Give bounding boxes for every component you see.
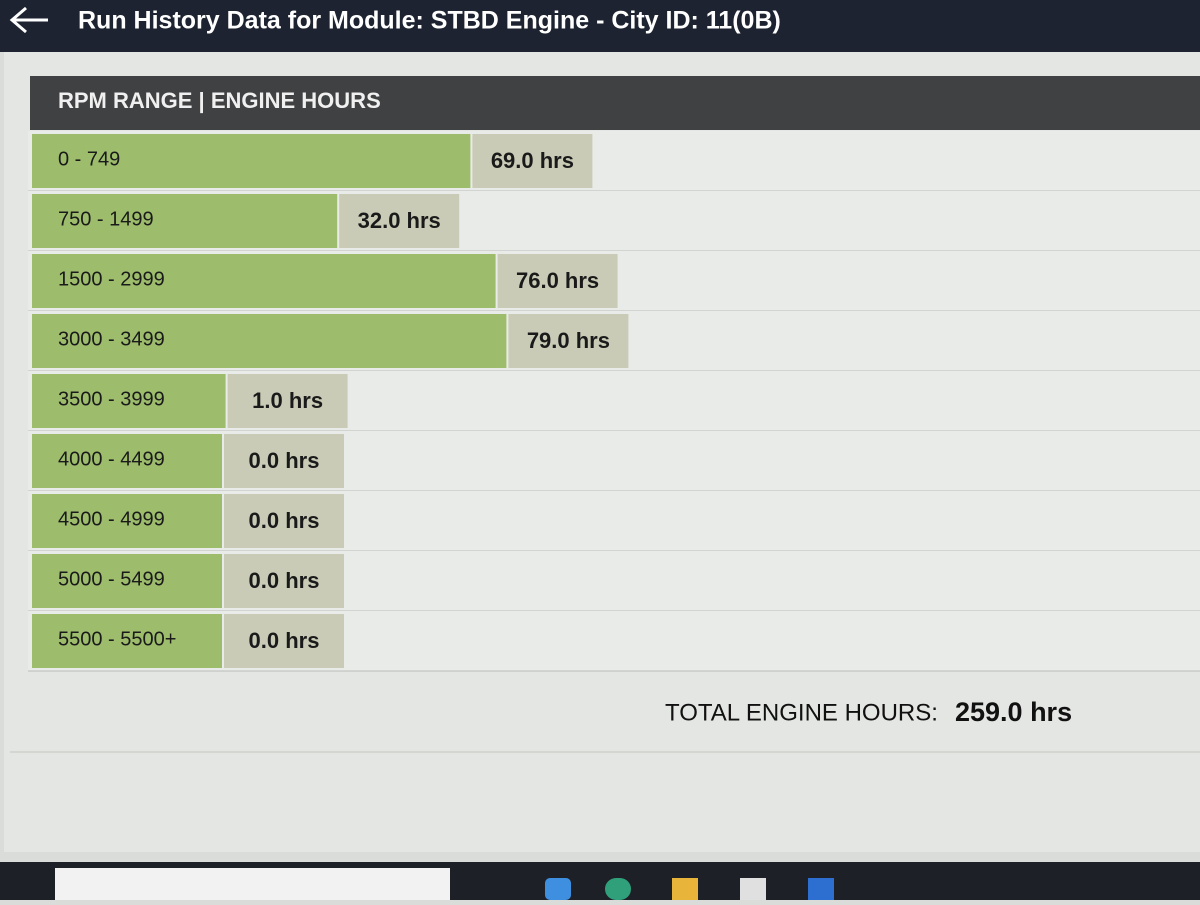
value-label: 1.0 hrs (252, 388, 323, 413)
table-header (30, 76, 1200, 130)
rpm-range: 5000 - 5499 (58, 568, 165, 590)
value-box (224, 434, 344, 488)
row (28, 551, 1200, 611)
bar (32, 434, 222, 488)
back-button[interactable] (9, 6, 48, 34)
search-box[interactable] (55, 868, 450, 900)
bar (32, 194, 338, 248)
value-box (227, 374, 348, 428)
taskbar-icon[interactable] (605, 878, 631, 900)
value-label: 0.0 hrs (249, 448, 320, 473)
value-label: 76.0 hrs (516, 268, 599, 293)
rpm-range: 4500 - 4999 (58, 508, 165, 530)
value-label: 0.0 hrs (249, 568, 320, 593)
bar (32, 134, 471, 188)
table-header-text: RPM RANGE | ENGINE HOURS (58, 88, 381, 113)
taskbar-icon[interactable] (545, 878, 571, 900)
value-box (224, 614, 344, 668)
bar (32, 614, 222, 668)
rpm-range: 5500 - 5500+ (58, 628, 176, 650)
value-box (339, 194, 460, 248)
row (28, 431, 1200, 491)
value-label: 0.0 hrs (249, 508, 320, 533)
value-box (224, 554, 344, 608)
taskbar-icon[interactable] (672, 878, 698, 900)
total-value: 259.0 hrs (955, 697, 1072, 727)
rpm-range: 1500 - 2999 (58, 268, 165, 290)
rpm-range: 3500 - 3999 (58, 388, 165, 410)
window-title: Run History Data for Module: STBD Engine… (78, 7, 781, 35)
bar (32, 554, 222, 608)
value-box (508, 314, 629, 368)
bar (32, 254, 496, 308)
row (28, 491, 1200, 551)
bar (32, 314, 507, 368)
title-bar (0, 0, 1200, 52)
row (28, 611, 1200, 671)
taskbar-icon[interactable] (808, 878, 834, 900)
bar (32, 494, 222, 548)
value-label: 32.0 hrs (358, 208, 441, 233)
value-box (497, 254, 618, 308)
total-title: TOTAL ENGINE HOURS: (665, 699, 938, 726)
rpm-range: 3000 - 3499 (58, 328, 165, 350)
value-box (472, 134, 593, 188)
taskbar-icon[interactable] (740, 878, 766, 900)
rpm-range: 750 - 1499 (58, 208, 154, 230)
rpm-range: 0 - 749 (58, 148, 120, 170)
rpm-range: 4000 - 4499 (58, 448, 165, 470)
value-label: 79.0 hrs (527, 328, 610, 353)
bar (32, 374, 226, 428)
value-box (224, 494, 344, 548)
value-label: 69.0 hrs (491, 148, 574, 173)
value-label: 0.0 hrs (249, 628, 320, 653)
